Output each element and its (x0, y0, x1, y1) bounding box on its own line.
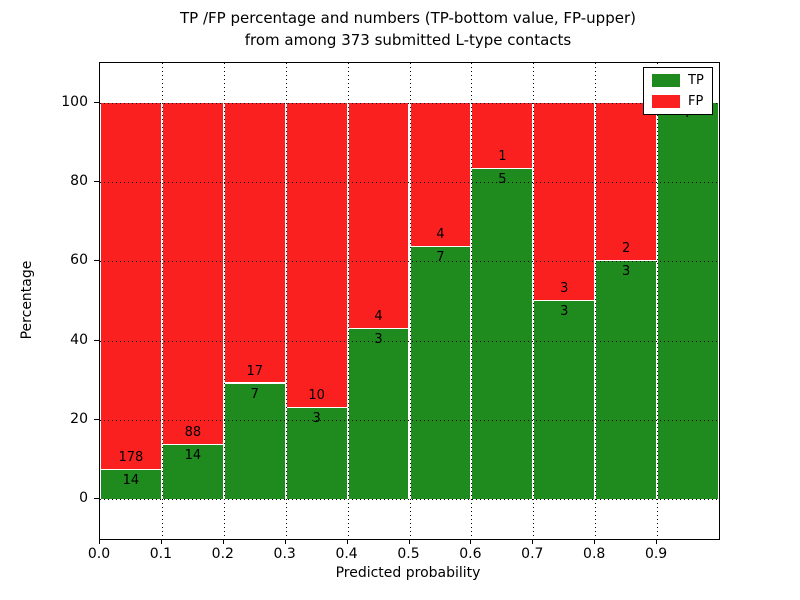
tp-legend-swatch (652, 74, 680, 87)
bar-tp-0.9-1.0 (657, 102, 719, 500)
fp-count-label: 2 (622, 241, 631, 257)
bar-tp-0.4-0.5 (347, 329, 410, 500)
x-tick-label: 0.9 (644, 546, 668, 562)
bar-fp-0.4-0.5 (347, 102, 410, 330)
x-tickmark (346, 539, 348, 544)
x-tickmark (656, 539, 658, 544)
v-gridline-0.1 (161, 63, 163, 539)
bar-tp-0.0-0.1 (100, 470, 162, 500)
bar-fp-0.7-0.8 (533, 102, 596, 301)
x-tickmark (99, 539, 100, 544)
tp-count-label: 3 (622, 264, 631, 280)
x-tick-label: 0.2 (211, 546, 234, 562)
bar-tp-0.5-0.6 (409, 247, 472, 500)
legend-entry-fp: FP (652, 95, 704, 108)
plot-area: 14178148871731034745133327 (99, 62, 720, 540)
tp-legend-label: TP (688, 73, 704, 88)
bar-fp-0.8-0.9 (595, 102, 658, 262)
chart-title-line-2: from among 373 submitted L-type contacts (244, 31, 572, 49)
y-tickmark (94, 419, 99, 420)
y-tickmark (94, 339, 99, 341)
tp-count-label: 3 (312, 410, 321, 426)
x-tickmark (160, 539, 162, 544)
bar-tp-0.7-0.8 (533, 301, 596, 500)
legend-entry-tp: TP (652, 74, 704, 87)
fp-legend-label: FP (688, 94, 704, 109)
y-tickmark (94, 181, 99, 182)
y-tick-label: 20 (70, 411, 88, 427)
bar-fp-0.1-0.2 (161, 102, 224, 445)
fp-count-label: 1 (498, 148, 507, 164)
v-gridline-0.4 (347, 63, 349, 539)
x-tick-label: 0.6 (459, 546, 482, 562)
fp-count-label: 88 (184, 424, 202, 440)
tp-count-label: 3 (374, 332, 383, 348)
fp-count-label: 10 (308, 387, 325, 403)
y-tickmark (94, 101, 99, 103)
tp-count-label: 5 (498, 171, 507, 187)
bar-fp-0.0-0.1 (100, 102, 162, 471)
x-tickmark (284, 539, 286, 544)
bar-fp-0.3-0.4 (285, 102, 348, 408)
x-tick-label: 0.8 (583, 546, 606, 562)
tp-count-label: 3 (560, 304, 569, 319)
fp-count-label: 4 (436, 227, 445, 243)
x-tickmark (408, 539, 410, 544)
legend: TP FP (643, 67, 713, 115)
x-tick-label: 0.7 (521, 546, 544, 562)
x-tick-label: 0.0 (87, 546, 111, 562)
bar-tp-0.8-0.9 (595, 261, 658, 500)
x-axis-label: Predicted probability (335, 565, 481, 581)
bar-tp-0.3-0.4 (285, 407, 348, 500)
y-tickmark (94, 498, 99, 500)
x-tick-label: 0.1 (149, 546, 173, 562)
y-tick-label: 40 (70, 331, 88, 348)
x-tick-label: 0.5 (397, 546, 420, 562)
v-gridline-0.3 (285, 63, 287, 539)
fp-count-label: 3 (560, 281, 569, 296)
y-tickmark (94, 260, 99, 262)
grid-layer (100, 63, 719, 539)
y-tick-label: 100 (61, 93, 88, 110)
x-tickmark (470, 539, 472, 544)
v-gridline-0.6 (471, 63, 473, 539)
x-tick-label: 0.3 (273, 546, 296, 562)
chart-title-line-1: TP /FP percentage and numbers (TP-bottom… (180, 9, 636, 27)
bar-tp-0.2-0.3 (223, 383, 286, 500)
x-tickmark (594, 539, 596, 544)
x-tick-label: 0.4 (335, 546, 358, 562)
v-gridline-0.2 (223, 63, 225, 539)
y-axis-label: Percentage (19, 260, 35, 340)
v-gridline-0.7 (533, 63, 535, 539)
v-gridline-0.8 (595, 63, 597, 539)
fp-legend-swatch (652, 95, 680, 108)
bar-fp-0.5-0.6 (409, 102, 472, 248)
y-tick-label: 60 (70, 252, 88, 269)
v-gridline-0.9 (657, 63, 659, 539)
y-tick-label: 0 (79, 490, 88, 507)
tp-count-label: 14 (184, 447, 202, 463)
v-gridline-0.5 (409, 63, 411, 539)
tp-count-label: 14 (122, 473, 140, 489)
tp-count-label: 7 (436, 250, 445, 266)
bar-tp-0.6-0.7 (471, 168, 534, 500)
fp-count-label: 17 (246, 363, 264, 379)
tp-count-label: 7 (250, 386, 259, 402)
y-tick-label: 80 (70, 173, 88, 189)
x-tickmark (222, 539, 224, 544)
x-tickmark (532, 539, 534, 544)
fp-count-label: 178 (118, 450, 144, 466)
fp-count-label: 4 (374, 309, 383, 325)
